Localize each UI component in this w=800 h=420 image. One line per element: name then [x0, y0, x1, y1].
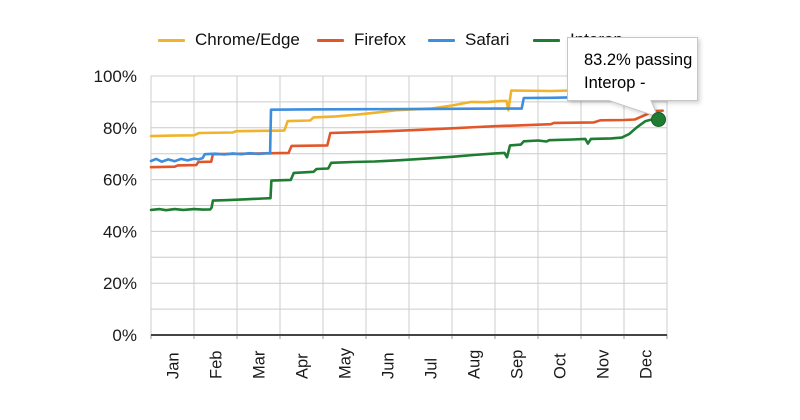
svg-text:Aug: Aug: [466, 350, 484, 379]
svg-text:Nov: Nov: [595, 349, 613, 379]
tooltip-text: 83.2% passing Interop -: [584, 49, 692, 95]
vertical-gridlines: [150, 76, 668, 339]
svg-text:60%: 60%: [103, 171, 137, 190]
svg-text:Jun: Jun: [380, 352, 398, 379]
svg-text:May: May: [337, 347, 355, 379]
highlighted-data-point[interactable]: [650, 112, 666, 127]
legend-line-swatch-icon: [533, 38, 560, 42]
legend-label: Firefox: [354, 30, 406, 49]
svg-text:20%: 20%: [103, 274, 137, 293]
legend-item-firefox: Firefox: [317, 29, 406, 51]
svg-text:Sep: Sep: [509, 350, 527, 379]
svg-text:Feb: Feb: [208, 351, 226, 379]
legend-item-chrome-edge: Chrome/Edge: [158, 29, 300, 51]
svg-text:Apr: Apr: [294, 353, 312, 379]
svg-text:Mar: Mar: [251, 350, 269, 379]
svg-text:100%: 100%: [94, 67, 137, 86]
x-axis-month-labels: Jan Feb Mar Apr May Jun Jul Aug Sep Oct Nov Dec: [165, 347, 656, 379]
svg-text:Jan: Jan: [165, 352, 183, 379]
svg-text:40%: 40%: [103, 222, 137, 241]
series-line-chrome-edge: [149, 87, 664, 138]
legend-line-swatch-icon: [158, 38, 185, 42]
series-line-safari: [149, 94, 664, 163]
series-line-firefox: [149, 109, 664, 169]
legend-line-swatch-icon: [317, 38, 344, 42]
svg-text:0%: 0%: [112, 326, 137, 345]
y-axis-tick-labels: 0% 20% 40% 60% 80% 100%: [94, 67, 137, 345]
tooltip-bubble-with-pointer: [567, 37, 698, 118]
tooltip-line-passing: 83.2% passing: [584, 51, 693, 69]
series-line-interop: [149, 118, 660, 212]
svg-text:Dec: Dec: [638, 350, 656, 379]
legend-item-safari: Safari: [428, 29, 509, 51]
legend-label: Safari: [465, 30, 510, 49]
svg-text:Oct: Oct: [552, 353, 570, 379]
svg-text:80%: 80%: [103, 119, 137, 138]
legend-label: Chrome/Edge: [195, 30, 300, 49]
svg-text:Jul: Jul: [423, 358, 441, 379]
tooltip-line-series: Interop -: [584, 74, 646, 92]
legend-line-swatch-icon: [428, 38, 455, 42]
